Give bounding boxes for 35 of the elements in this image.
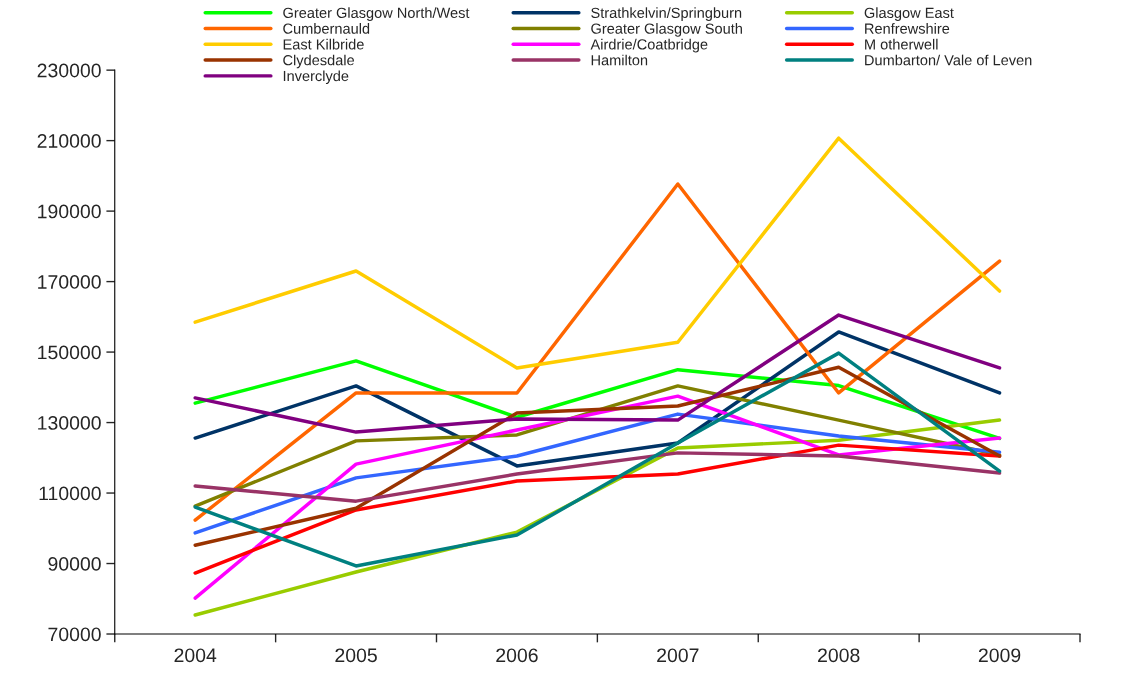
y-tick-label: 70000 — [48, 627, 101, 642]
line-series — [193, 451, 1002, 503]
x-tick-label: 2004 — [174, 648, 217, 663]
x-tick-label: 2007 — [657, 648, 699, 663]
legend-label: Cumbernauld — [283, 23, 370, 34]
legend-label: Greater Glasgow South — [591, 23, 742, 37]
y-tick-label: 110000 — [39, 486, 101, 501]
y-tick-label: 90000 — [48, 557, 101, 571]
legend-label: Dumbarton/ Vale of Leven — [865, 54, 1032, 66]
x-tick-label: 2006 — [496, 648, 538, 663]
line-series — [193, 443, 1002, 575]
y-tick-label: 130000 — [38, 416, 101, 430]
x-tick-label: 2009 — [978, 648, 1021, 663]
legend-label: Greater Glasgow North/West — [283, 7, 470, 21]
legend-label: East Kilbride — [283, 38, 364, 50]
line-series — [193, 136, 1002, 370]
line-series — [193, 365, 1002, 547]
line-series — [193, 351, 1002, 568]
legend-label: Airdrie/Coatbridge — [590, 38, 708, 53]
legend-label: Glasgow East — [864, 7, 954, 21]
legend-label: Strathkelvin/Springburn — [591, 7, 742, 21]
y-tick-label: 190000 — [38, 204, 101, 219]
y-tick-label: 210000 — [37, 134, 101, 148]
legend-label: Inverclyde — [283, 70, 349, 85]
y-tick-label: 230000 — [37, 63, 101, 78]
line-series — [193, 182, 1002, 522]
line-series — [193, 313, 1002, 434]
legend-label: Renfrewshire — [865, 23, 950, 34]
legend-label: Hamilton — [591, 54, 648, 66]
y-tick-label: 170000 — [38, 275, 101, 289]
legend-label: Clydesdale — [283, 54, 355, 69]
x-tick-label: 2008 — [818, 648, 860, 663]
x-tick-label: 2005 — [335, 648, 377, 663]
y-tick-label: 150000 — [38, 345, 101, 360]
legend-label: M otherwell — [865, 38, 938, 50]
